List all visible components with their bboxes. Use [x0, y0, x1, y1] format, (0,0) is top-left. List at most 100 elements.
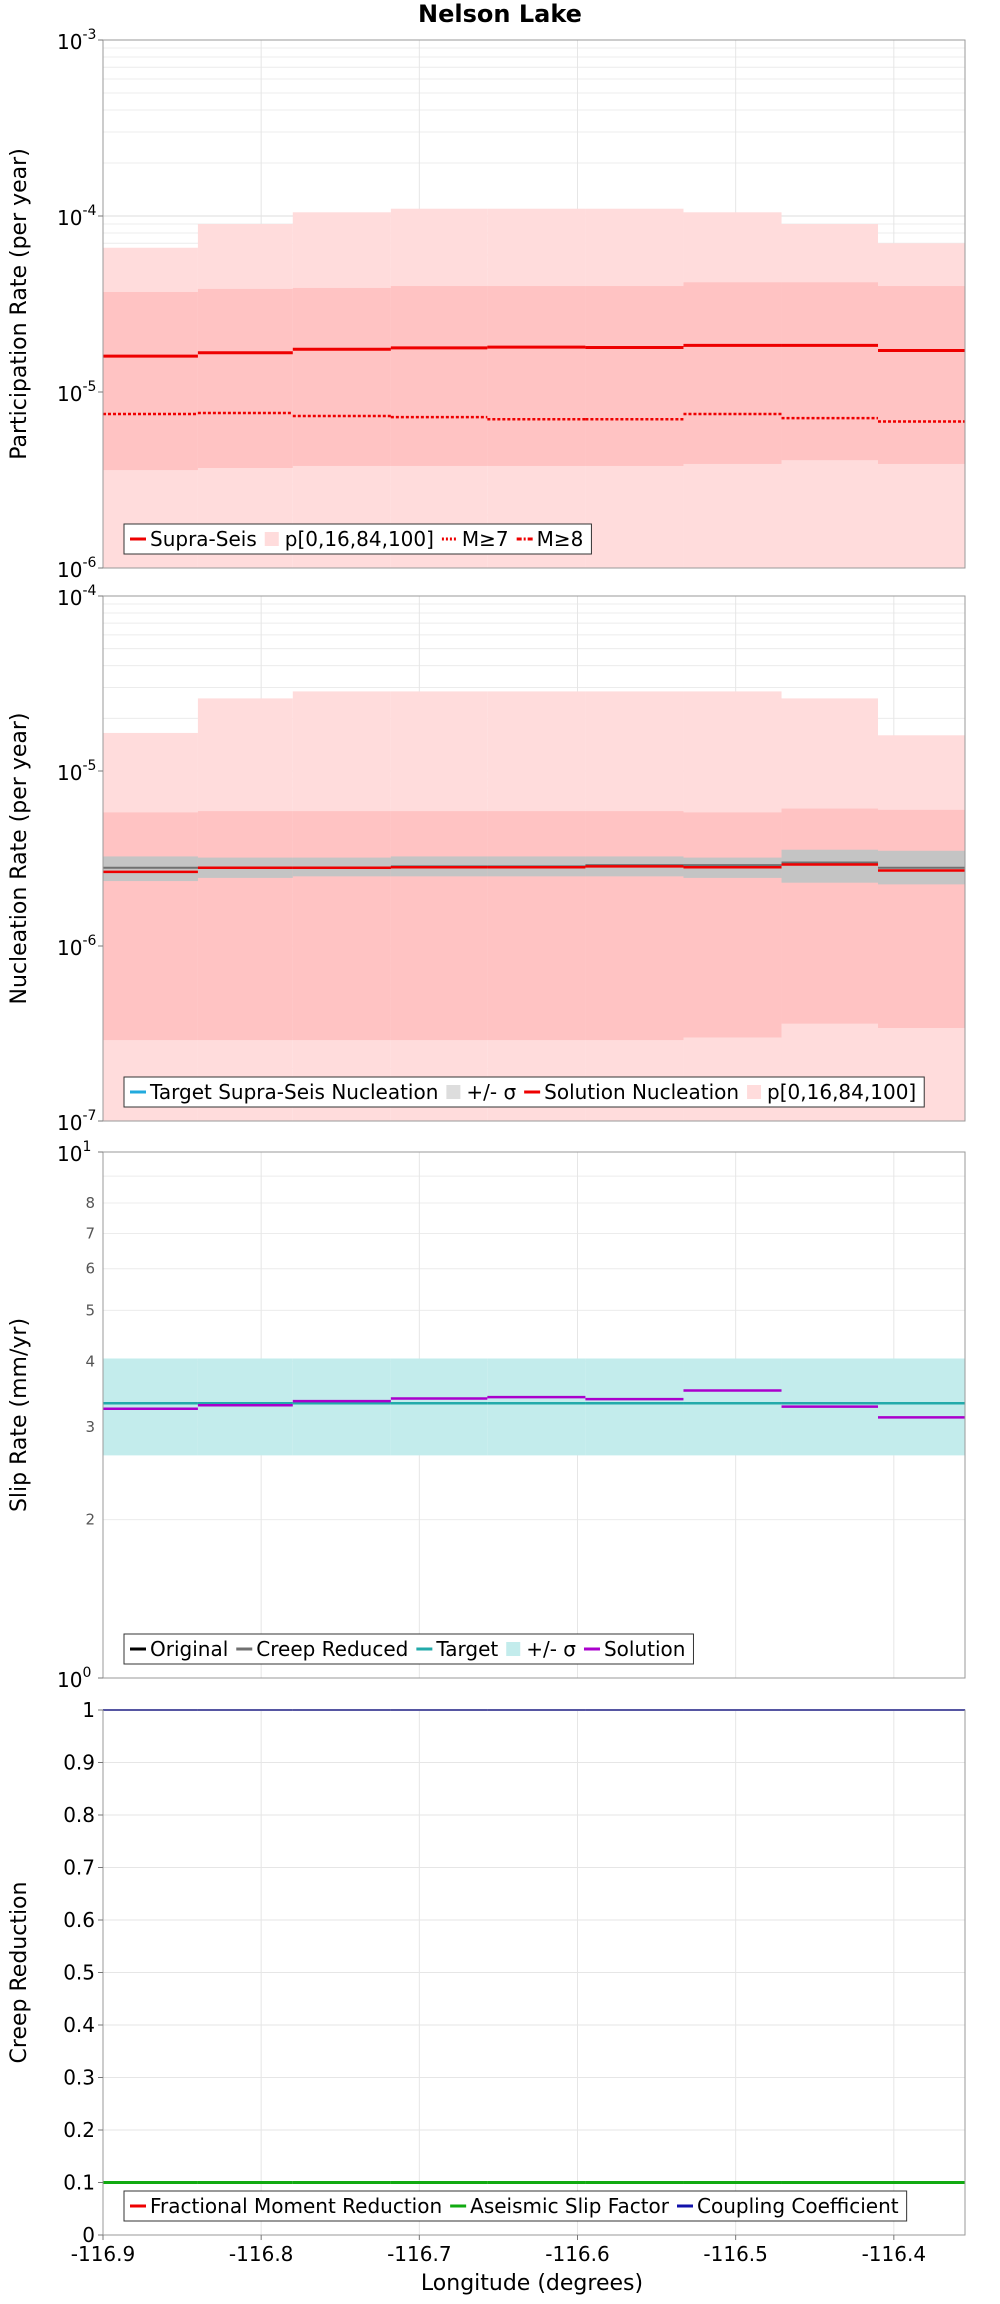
legend: Target Supra-Seis Nucleation +/- σ Solutio…	[123, 1076, 925, 1108]
legend-item: Solution Nucleation	[524, 1080, 739, 1104]
x-tick-label: -116.9	[71, 2242, 135, 2266]
legend-box	[123, 2190, 908, 2222]
y-tick-label: 0.1	[63, 2171, 95, 2195]
y-tick-label: 10-4	[57, 203, 97, 230]
y-tick-label: 0.4	[63, 2013, 95, 2037]
y-tick-label: 10-7	[57, 1108, 96, 1135]
band-segment	[781, 849, 879, 883]
band-segment	[585, 1358, 684, 1456]
band-segment	[878, 286, 965, 464]
band-segment	[390, 286, 488, 466]
x-tick-label: -116.7	[387, 2242, 451, 2266]
legend: Original Creep Reduced Target +/- σ Solution	[123, 1633, 694, 1665]
legend-item: Fractional Moment Reduction	[130, 2194, 442, 2218]
series	[103, 1389, 965, 1419]
band-segment	[487, 811, 586, 1041]
band	[103, 1358, 965, 1456]
y-tick-label: 101	[57, 1139, 91, 1166]
y-minor-tick-label: 7	[85, 1224, 95, 1242]
y-minor-tick-label: 2	[85, 1511, 95, 1529]
y-tick-label: 0.7	[63, 1856, 95, 1880]
y-tick-label: 10-4	[57, 583, 97, 610]
x-tick-label: -116.8	[229, 2242, 293, 2266]
y-axis-label: Slip Rate (mm/yr)	[7, 1318, 32, 1512]
legend-label: p[0,16,84,100]	[285, 527, 434, 551]
y-tick-label: 100	[57, 1665, 91, 1692]
legend-label: Target	[435, 1637, 498, 1661]
legend-item: M≥8	[516, 527, 584, 551]
band-segment	[781, 282, 879, 461]
legend-label: Creep Reduced	[256, 1637, 408, 1661]
legend-item: Creep Reduced	[236, 1637, 408, 1661]
band-segment	[103, 1358, 198, 1456]
band-segment	[390, 811, 488, 1041]
series	[103, 863, 965, 874]
y-tick-label: 0.5	[63, 1961, 95, 1985]
legend-label: Fractional Moment Reduction	[150, 2194, 442, 2218]
x-tick-label: -116.4	[862, 2242, 926, 2266]
y-tick-label: 0.9	[63, 1751, 95, 1775]
legend-label: Target Supra-Seis Nucleation	[149, 1080, 438, 1104]
legend: Supra-Seis p[0,16,84,100] M≥7 M≥8	[123, 523, 592, 555]
legend-swatch	[446, 1085, 461, 1099]
band-segment	[878, 809, 965, 1028]
band-segment	[292, 811, 391, 1041]
x-tick-label: -116.5	[703, 2242, 767, 2266]
y-tick-label: 0.6	[63, 1908, 95, 1932]
legend-item: Target Supra-Seis Nucleation	[130, 1080, 438, 1104]
legend-label: Supra-Seis	[150, 527, 257, 551]
series	[103, 343, 965, 358]
legend-item: Aseismic Slip Factor	[450, 2194, 670, 2218]
band-segment	[292, 287, 391, 466]
legend: Fractional Moment Reduction Aseismic Slip…	[123, 2190, 908, 2222]
legend-item: M≥7	[441, 527, 509, 551]
legend-item: Solution	[583, 1637, 685, 1661]
plot-frame	[102, 1151, 966, 1679]
legend-label: Original	[150, 1637, 228, 1661]
legend-label: Solution	[604, 1637, 685, 1661]
legend-box	[123, 1076, 925, 1108]
legend-item: Supra-Seis	[130, 527, 257, 551]
series	[103, 411, 965, 423]
legend-item: Original	[130, 1637, 228, 1661]
legend-swatch	[506, 1642, 521, 1656]
y-tick-label: 0.3	[63, 2066, 95, 2090]
panel-1: 10-3 10-4 10-5 10-6 Participation Rate (per …	[7, 27, 966, 582]
band-segment	[197, 288, 293, 468]
plot-frame	[102, 39, 966, 569]
panel-3: 101 100 8 7 6 5 4 3 2 Slip Rate (mm/yr) Original Cr…	[7, 1139, 966, 1692]
y-minor-tick-label: 4	[85, 1352, 95, 1370]
legend-label: Aseismic Slip Factor	[470, 2194, 670, 2218]
y-tick-label: 10-5	[57, 379, 96, 406]
legend-item: +/- σ	[506, 1637, 576, 1661]
legend-swatch	[264, 532, 279, 546]
plot-frame	[102, 595, 966, 1122]
legend-item: p[0,16,84,100]	[264, 527, 434, 551]
y-tick-label: 0	[82, 2223, 95, 2247]
band	[103, 808, 965, 1041]
legend-label: p[0,16,84,100]	[767, 1080, 916, 1104]
band-segment	[585, 286, 684, 466]
legend-item: +/- σ	[446, 1080, 516, 1104]
band-segment	[683, 1358, 782, 1456]
y-axis-label: Participation Rate (per year)	[7, 148, 32, 460]
legend-label: +/- σ	[466, 1080, 516, 1104]
legend-box	[123, 523, 592, 555]
legend-item: p[0,16,84,100]	[747, 1080, 916, 1104]
legend-label: M≥8	[537, 527, 584, 551]
y-tick-label: 10-6	[57, 555, 97, 582]
band	[103, 282, 965, 471]
y-minor-tick-label: 8	[85, 1194, 95, 1212]
chart-title: Nelson Lake	[418, 0, 582, 28]
x-tick-label: -116.6	[545, 2242, 609, 2266]
panel-4: 0 0.1 0.2 0.3 0.4 0.5 0.6 0.7 0.8 0.9 1 Creep Reduc…	[7, 1698, 966, 2247]
panel-2: 10-4 10-5 10-6 10-7 Nucleation Rate (per yea…	[7, 583, 966, 1135]
legend-box	[123, 1633, 694, 1665]
y-minor-tick-label: 5	[85, 1301, 95, 1319]
y-minor-tick-label: 3	[85, 1418, 95, 1436]
y-minor-tick-label: 6	[85, 1260, 95, 1278]
y-tick-label: 1	[82, 1698, 95, 1722]
y-tick-label: 10-5	[57, 758, 96, 785]
